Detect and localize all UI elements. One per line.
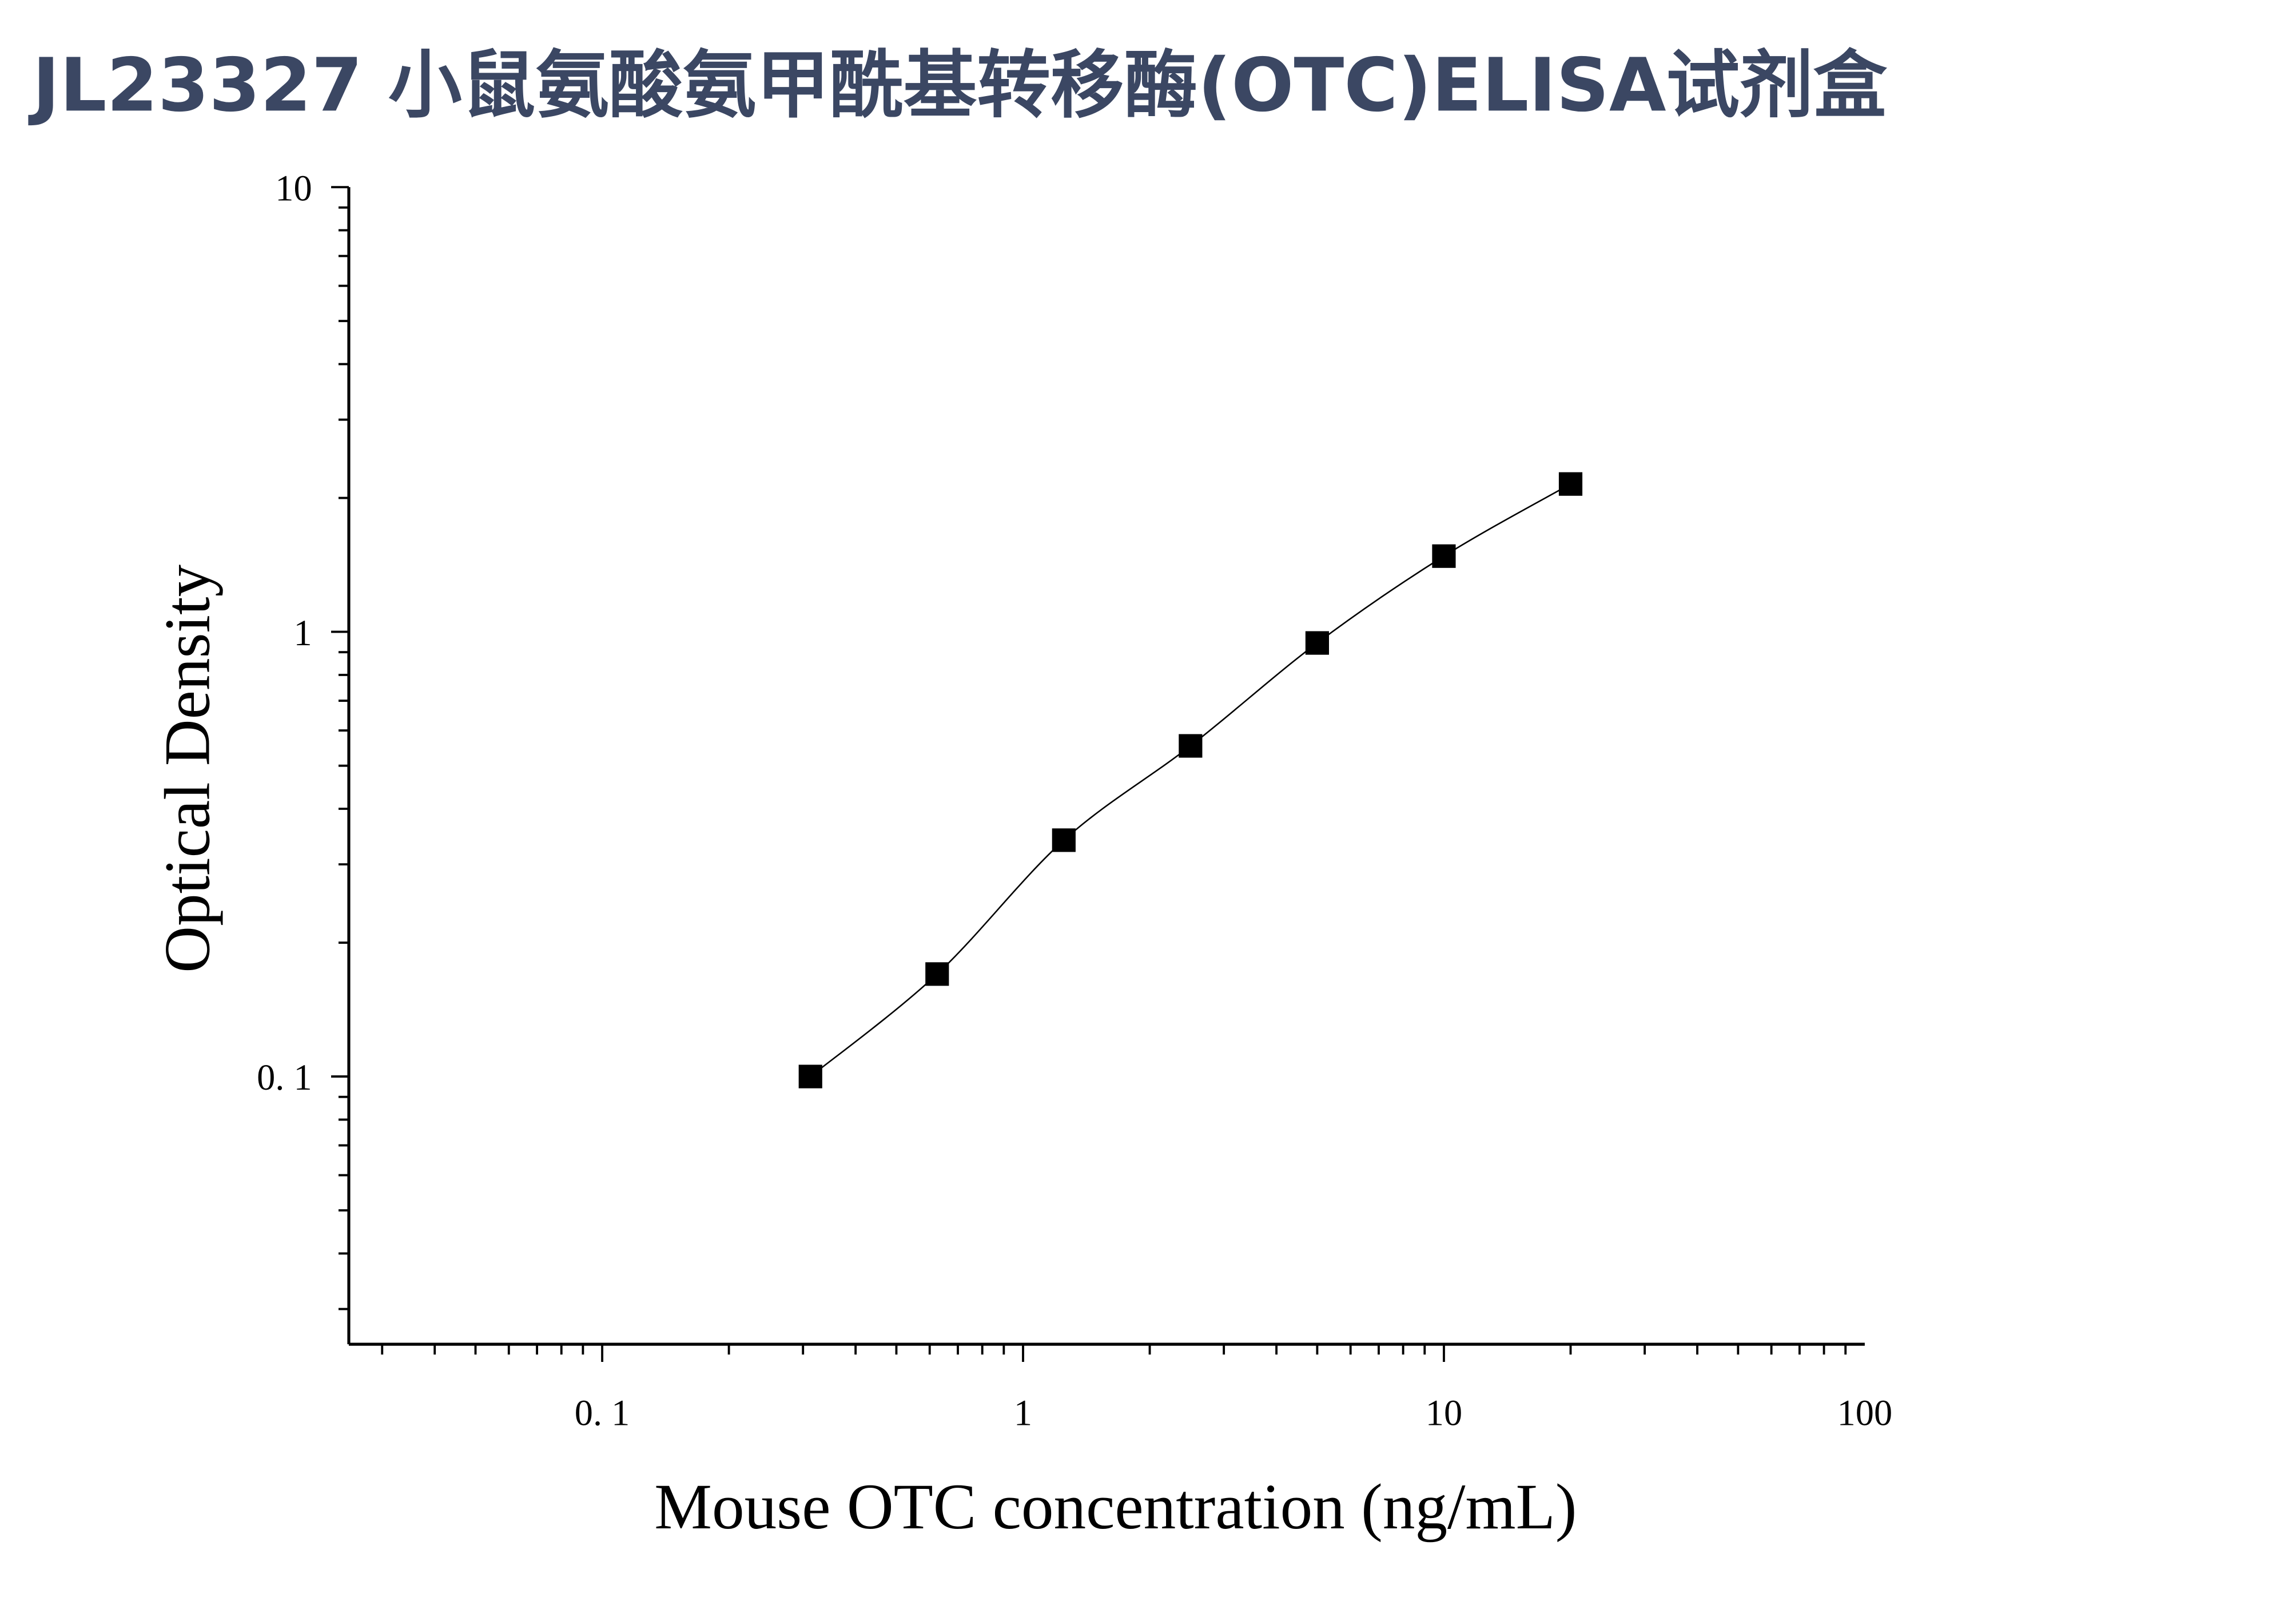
data-point bbox=[1558, 472, 1583, 496]
x-axis-label: Mouse OTC concentration (ng/mL) bbox=[654, 1471, 1577, 1543]
data-point bbox=[1179, 734, 1203, 758]
fitted-curve bbox=[810, 483, 1571, 1078]
axes: 0. 1 1 10 100 0. 1 1 10 bbox=[257, 168, 1892, 1433]
y-tick-label: 10 bbox=[275, 168, 312, 208]
y-axis-label: Optical Density bbox=[152, 564, 223, 972]
x-tick-label: 100 bbox=[1837, 1393, 1893, 1433]
chart-title: JL23327 小鼠氨酸氨甲酰基转移酶(OTC)ELISA试剂盒 bbox=[28, 43, 1888, 128]
y-tick-label: 0. 1 bbox=[257, 1057, 312, 1098]
data-point bbox=[925, 962, 949, 986]
x-tick-label: 1 bbox=[1014, 1393, 1032, 1433]
data-points bbox=[798, 472, 1583, 1088]
y-tick-label: 1 bbox=[293, 613, 312, 653]
data-point bbox=[1052, 828, 1076, 852]
data-point bbox=[1305, 631, 1329, 655]
data-point bbox=[1432, 544, 1456, 568]
data-point bbox=[798, 1064, 822, 1088]
x-tick-label: 0. 1 bbox=[575, 1393, 630, 1433]
x-tick-label: 10 bbox=[1426, 1393, 1462, 1433]
